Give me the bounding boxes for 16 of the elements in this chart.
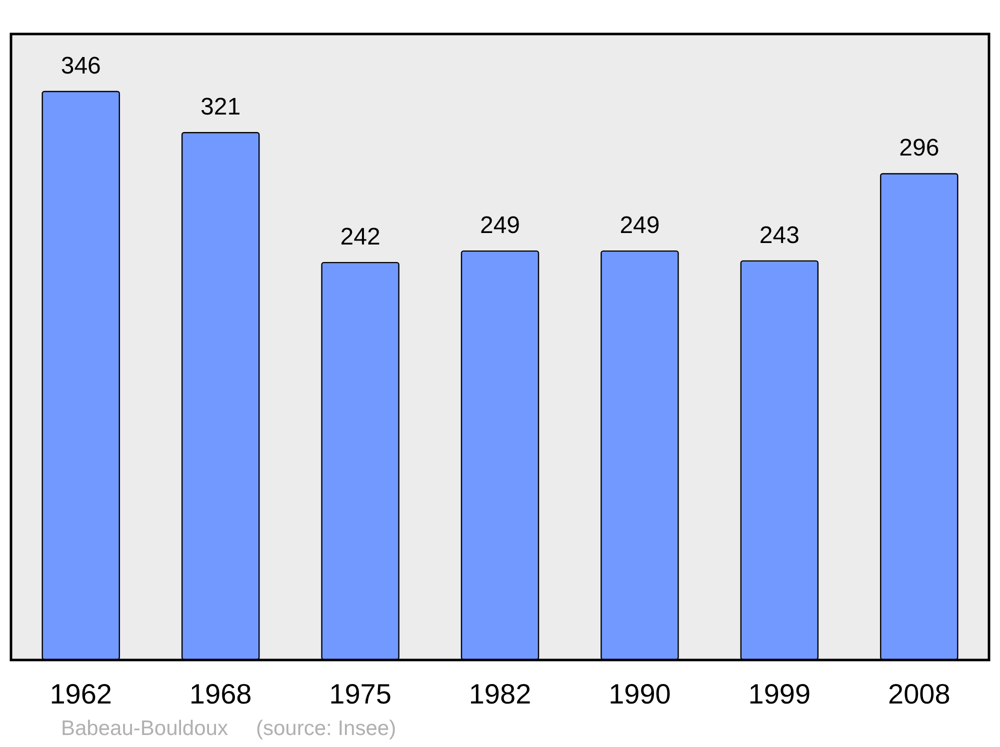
data-label: 243 <box>759 222 800 249</box>
data-label: 296 <box>899 134 940 162</box>
x-tick-label: 1962 <box>50 678 112 710</box>
x-tick-label: 1990 <box>608 678 671 710</box>
x-tick-label: 1982 <box>468 678 532 710</box>
x-tick-label: 2008 <box>888 678 950 710</box>
x-tick-label: 1968 <box>189 678 252 710</box>
text: Babeau-Bouldoux <box>61 717 228 740</box>
data-label: 346 <box>60 52 101 80</box>
x-tick-label: 1999 <box>748 678 811 710</box>
x-tick-label: 1975 <box>329 678 392 710</box>
text: (source: Insee) <box>256 717 396 740</box>
data-label: 249 <box>480 212 520 239</box>
data-label: 242 <box>340 223 380 250</box>
data-label: 249 <box>620 212 660 239</box>
data-label: 321 <box>200 94 241 121</box>
